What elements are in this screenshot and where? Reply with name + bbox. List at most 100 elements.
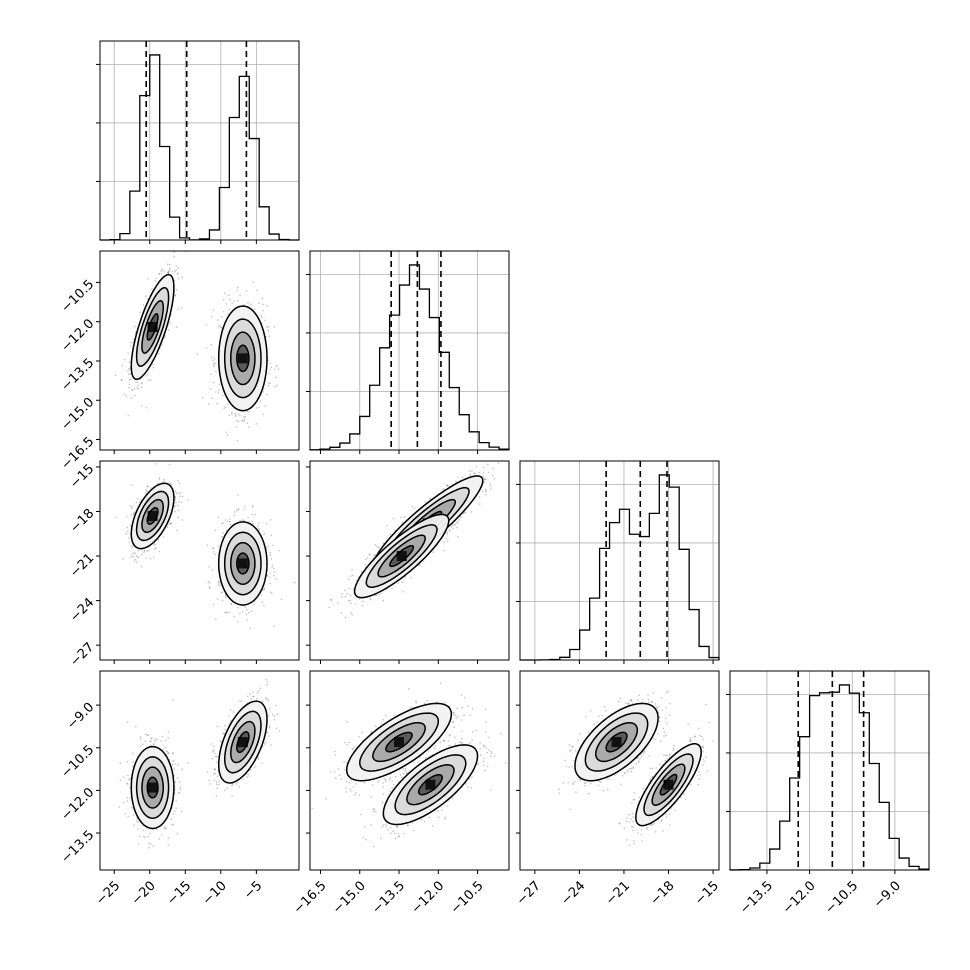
scatter-point [374, 554, 377, 556]
scatter-point [206, 544, 209, 546]
scatter-point [215, 370, 217, 373]
scatter-point [167, 270, 170, 273]
scatter-point [153, 543, 156, 545]
scatter-point [262, 303, 264, 306]
scatter-point [220, 591, 222, 594]
scatter-point [386, 524, 388, 527]
panel-bg [100, 251, 299, 450]
panel-frame [519, 460, 720, 661]
scatter-point [213, 363, 215, 366]
scatter-point [453, 524, 456, 527]
scatter-point [270, 534, 273, 536]
scatter-point [349, 594, 352, 597]
scatter-point [486, 463, 489, 466]
scatter-point [229, 518, 231, 520]
scatter-point [235, 509, 238, 512]
scatter-point [236, 289, 238, 291]
scatter-point [250, 610, 253, 612]
scatter-point [262, 391, 265, 393]
scatter-point [143, 548, 146, 551]
scatter-point [122, 558, 124, 560]
scatter-point [242, 416, 245, 418]
scatter-point [478, 496, 481, 498]
scatter-point [176, 272, 179, 275]
contour-line [230, 541, 256, 586]
scatter-point [127, 370, 129, 372]
scatter-point [137, 387, 140, 390]
scatter-point [243, 418, 246, 421]
scatter-point [177, 267, 180, 269]
pair-panel-2-1 [306, 455, 510, 664]
scatter-point [169, 321, 171, 324]
scatter-point [382, 599, 384, 602]
scatter-point [471, 470, 473, 472]
scatter-point [125, 395, 127, 397]
scatter-point [217, 581, 220, 584]
scatter-point [254, 513, 257, 516]
scatter-point [255, 289, 258, 292]
scatter-point [234, 412, 236, 415]
scatter-point [207, 403, 210, 405]
scatter-point [219, 325, 221, 328]
scatter-point [167, 272, 170, 274]
scatter-point [456, 521, 459, 523]
scatter-point [169, 269, 171, 271]
hist-panel-0 [96, 40, 300, 244]
scatter-point [125, 515, 128, 518]
pair-panel-1-0 [96, 250, 300, 454]
scatter-point [133, 560, 136, 562]
scatter-point [258, 406, 261, 409]
contour-line [130, 273, 175, 381]
scatter-point [138, 501, 141, 504]
scatter-point [346, 592, 349, 595]
scatter-point [149, 487, 152, 489]
scatter-point [205, 347, 208, 349]
scatter-point [130, 514, 133, 516]
scatter-point [413, 507, 415, 510]
scatter-point [127, 352, 129, 355]
scatter-point [235, 419, 238, 422]
scatter-point [458, 519, 460, 521]
scatter-point [233, 514, 236, 517]
scatter-point [369, 553, 371, 556]
scatter-point [160, 272, 163, 275]
contour-line [230, 331, 256, 386]
scatter-point [244, 606, 246, 608]
scatter-point [269, 368, 271, 371]
scatter-point [130, 341, 132, 344]
scatter-point [179, 495, 181, 498]
scatter-point [402, 591, 405, 593]
scatter-point [246, 619, 248, 621]
scatter-point [273, 574, 275, 577]
scatter-point [221, 591, 224, 593]
scatter-point [227, 313, 229, 315]
scatter-point [269, 582, 272, 585]
scatter-point [212, 381, 215, 384]
scatter-point [136, 387, 138, 389]
scatter-point [151, 288, 153, 290]
scatter-point [141, 553, 143, 556]
scatter-point [217, 545, 219, 548]
scatter-point [269, 572, 272, 574]
scatter-point [135, 561, 138, 563]
scatter-point [249, 627, 252, 630]
scatter-point [270, 366, 273, 369]
scatter-point [273, 625, 275, 628]
scatter-point [483, 481, 486, 483]
scatter-point [175, 326, 178, 328]
contour-line [135, 286, 170, 367]
scatter-point [457, 476, 459, 478]
contour-line [217, 305, 268, 412]
scatter-point [495, 455, 497, 457]
scatter-point [121, 364, 123, 367]
scatter-point [403, 516, 406, 518]
scatter-point [169, 522, 172, 525]
scatter-point [166, 526, 169, 528]
scatter-point [174, 510, 176, 513]
scatter-point [217, 584, 220, 586]
density-core [147, 321, 158, 332]
histogram-step [729, 684, 930, 871]
scatter-point [222, 298, 225, 301]
scatter-point [492, 475, 494, 477]
